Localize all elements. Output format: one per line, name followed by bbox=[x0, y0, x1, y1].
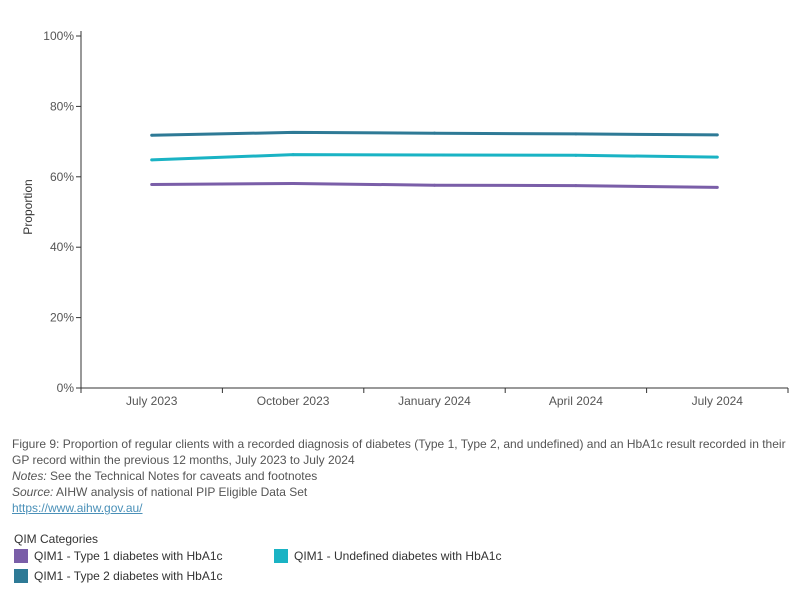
data-point-qim1-type-1-diabetes-with-hba1c[interactable] bbox=[291, 181, 295, 185]
data-point-qim1-type-1-diabetes-with-hba1c[interactable] bbox=[715, 185, 719, 189]
y-tick-label: 20% bbox=[50, 311, 74, 325]
data-point-qim1-undefined-diabetes-with-hba1c[interactable] bbox=[291, 153, 295, 157]
data-point-qim1-type-1-diabetes-with-hba1c[interactable] bbox=[433, 183, 436, 187]
source-text: AIHW analysis of national PIP Eligible D… bbox=[53, 485, 308, 499]
source-line: Source: AIHW analysis of national PIP El… bbox=[12, 484, 792, 500]
link-line: https://www.aihw.gov.au/ bbox=[12, 500, 792, 516]
data-point-qim1-type-2-diabetes-with-hba1c[interactable] bbox=[433, 131, 436, 135]
x-tick-label: July 2023 bbox=[126, 394, 178, 408]
y-axis: 0% 20% 40% 60% 80% 100% bbox=[43, 29, 82, 395]
data-point-qim1-undefined-diabetes-with-hba1c[interactable] bbox=[150, 158, 154, 162]
y-tick-label: 100% bbox=[43, 29, 74, 43]
source-label: Source: bbox=[12, 485, 54, 499]
data-point-qim1-undefined-diabetes-with-hba1c[interactable] bbox=[433, 153, 436, 157]
legend-swatch-undefined bbox=[274, 549, 288, 563]
x-tick-label: July 2024 bbox=[692, 394, 744, 408]
data-point-qim1-undefined-diabetes-with-hba1c[interactable] bbox=[574, 153, 578, 157]
notes-label: Notes: bbox=[12, 469, 47, 483]
legend-item-type2[interactable]: QIM1 - Type 2 diabetes with HbA1c bbox=[14, 569, 223, 583]
figure-caption: Figure 9: Proportion of regular clients … bbox=[12, 436, 792, 516]
x-tick-label: October 2023 bbox=[257, 394, 330, 408]
x-tick-label: January 2024 bbox=[398, 394, 471, 408]
legend: QIM Categories QIM1 - Type 1 diabetes wi… bbox=[14, 532, 574, 593]
x-axis: July 2023 October 2023 January 2024 April 2… bbox=[80, 387, 789, 408]
legend-item-undefined[interactable]: QIM1 - Undefined diabetes with HbA1c bbox=[274, 549, 501, 563]
aihw-link[interactable]: https://www.aihw.gov.au/ bbox=[12, 501, 143, 515]
legend-title: QIM Categories bbox=[14, 532, 99, 546]
notes-text: See the Technical Notes for caveats and … bbox=[46, 469, 318, 483]
figure-description: Figure 9: Proportion of regular clients … bbox=[12, 437, 786, 467]
notes-line: Notes: See the Technical Notes for cavea… bbox=[12, 468, 792, 484]
legend-swatch-type1 bbox=[14, 549, 28, 563]
x-tick-label: April 2024 bbox=[549, 394, 603, 408]
data-point-qim1-type-1-diabetes-with-hba1c[interactable] bbox=[574, 184, 578, 188]
data-point-qim1-type-2-diabetes-with-hba1c[interactable] bbox=[150, 133, 154, 137]
legend-label-type1: QIM1 - Type 1 diabetes with HbA1c bbox=[34, 549, 223, 563]
legend-item-type1[interactable]: QIM1 - Type 1 diabetes with HbA1c bbox=[14, 549, 223, 563]
y-tick-label: 80% bbox=[50, 99, 74, 113]
legend-items: QIM1 - Type 1 diabetes with HbA1c QIM1 -… bbox=[14, 549, 574, 593]
data-point-qim1-type-1-diabetes-with-hba1c[interactable] bbox=[150, 183, 154, 187]
data-point-qim1-undefined-diabetes-with-hba1c[interactable] bbox=[715, 155, 719, 159]
data-point-qim1-type-2-diabetes-with-hba1c[interactable] bbox=[715, 133, 719, 137]
data-point-qim1-type-2-diabetes-with-hba1c[interactable] bbox=[574, 132, 578, 136]
legend-label-undefined: QIM1 - Undefined diabetes with HbA1c bbox=[294, 549, 502, 563]
line-chart: 0% 20% 40% 60% 80% 100% July 2023 October 2023… bbox=[21, 29, 789, 408]
y-axis-title: Proportion bbox=[21, 179, 35, 234]
series-layer bbox=[150, 130, 719, 189]
data-point-qim1-type-2-diabetes-with-hba1c[interactable] bbox=[291, 130, 295, 134]
y-tick-label: 60% bbox=[50, 170, 74, 184]
y-tick-label: 0% bbox=[57, 381, 75, 395]
y-tick-label: 40% bbox=[50, 240, 74, 254]
legend-label-type2: QIM1 - Type 2 diabetes with HbA1c bbox=[34, 569, 223, 583]
legend-swatch-type2 bbox=[14, 569, 28, 583]
